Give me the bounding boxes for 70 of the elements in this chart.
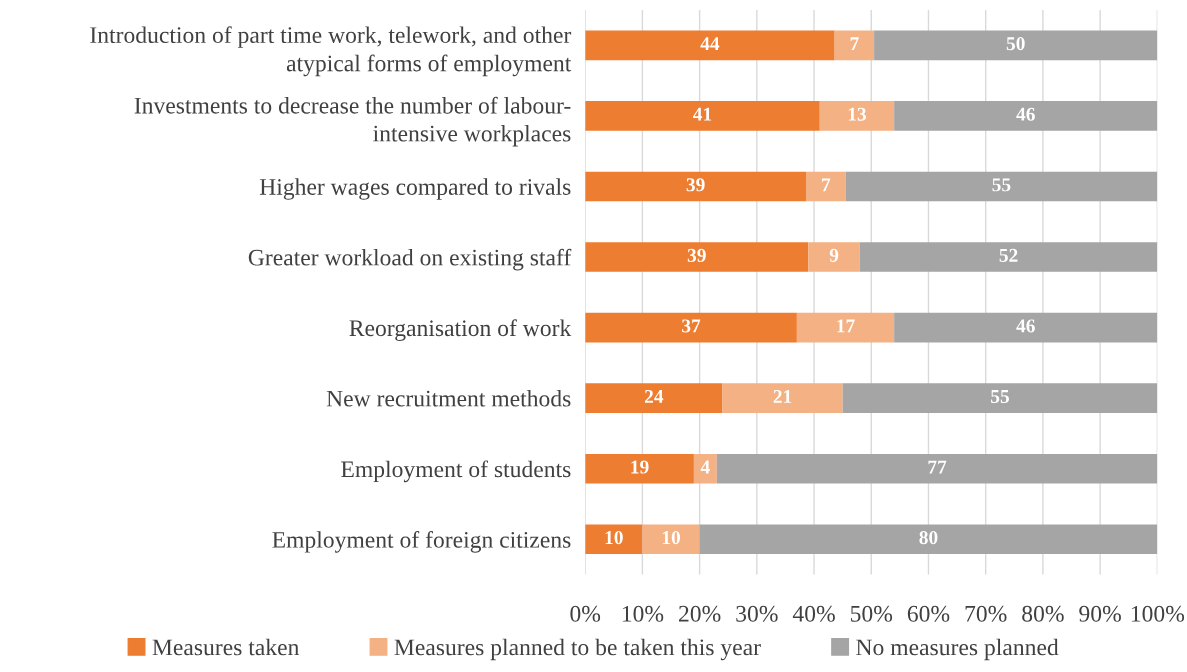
data-label: 9 (829, 248, 839, 262)
data-label: 39 (687, 248, 706, 262)
x-tick-label: 70% (965, 605, 1007, 622)
x-tick-label: 60% (907, 605, 950, 622)
data-label: 52 (999, 248, 1018, 262)
data-label: 7 (822, 178, 831, 192)
bar (693, 453, 717, 484)
x-tick-label: 90% (1079, 605, 1121, 622)
bar (722, 383, 843, 413)
bar (796, 312, 895, 343)
data-label: 46 (1016, 107, 1035, 121)
bar (585, 101, 820, 131)
bar (585, 242, 809, 272)
legend-label: No measures planned (856, 638, 1059, 661)
y-tick-label: Employment of students (341, 460, 571, 483)
bar (806, 171, 846, 202)
x-tick-label: 50% (850, 605, 893, 622)
bar (585, 171, 807, 202)
bar (585, 312, 797, 343)
data-label: 46 (1016, 319, 1035, 333)
data-label: 55 (991, 390, 1009, 404)
data-label: 19 (631, 460, 649, 474)
y-tick-label: Reorganisation of work (349, 319, 572, 342)
x-tick-label: 40% (792, 605, 835, 622)
data-label: 13 (848, 107, 867, 121)
data-label: 4 (700, 460, 710, 474)
bar (845, 171, 1158, 202)
bar (642, 524, 700, 555)
bar (585, 383, 723, 413)
y-tick-label: Investments to decrease the number of labour- intensive workplaces (134, 96, 571, 147)
y-tick-label: Greater workload on existing staff (248, 248, 572, 271)
data-label: 7 (850, 37, 859, 51)
bar (894, 312, 1158, 343)
data-label: 55 (992, 178, 1011, 192)
data-label: 80 (919, 531, 938, 545)
x-tick-label: 0% (570, 605, 601, 622)
y-tick-label: Introduction of part time work, telework, and other atypical forms of employment (90, 26, 572, 77)
bar (585, 524, 643, 555)
data-label: 77 (928, 460, 947, 474)
bar (859, 242, 1158, 272)
y-tick-label: Employment of foreign citizens (272, 530, 571, 553)
x-tick-label: 30% (736, 605, 778, 622)
bar (842, 383, 1158, 413)
y-tick-label: New recruitment methods (326, 389, 571, 407)
data-label: 10 (662, 531, 680, 545)
data-label: 17 (837, 319, 855, 333)
bar (894, 101, 1158, 131)
bar (585, 30, 835, 61)
data-label: 24 (644, 389, 664, 403)
data-label: 44 (700, 37, 720, 51)
x-tick-label: 80% (1022, 605, 1064, 622)
bar (834, 30, 875, 61)
bar (874, 30, 1158, 61)
bar (716, 453, 1158, 484)
data-label: 37 (682, 319, 701, 333)
legend-label: Measures taken (152, 638, 300, 656)
data-label: 21 (773, 389, 792, 403)
data-label: 41 (693, 107, 712, 121)
y-tick-label: Higher wages compared to rivals (259, 178, 571, 200)
x-tick-label: 10% (622, 605, 664, 622)
data-label: 10 (605, 531, 623, 545)
data-label: 39 (686, 178, 705, 192)
bar (819, 101, 895, 131)
x-tick-label: 20% (679, 605, 721, 622)
bar (585, 453, 694, 484)
bar (808, 242, 860, 272)
bar (699, 524, 1158, 555)
data-label: 50 (1006, 37, 1025, 51)
x-tick-label: 100% (1131, 605, 1185, 622)
legend-label: Measures planned to be taken this year (394, 638, 761, 661)
